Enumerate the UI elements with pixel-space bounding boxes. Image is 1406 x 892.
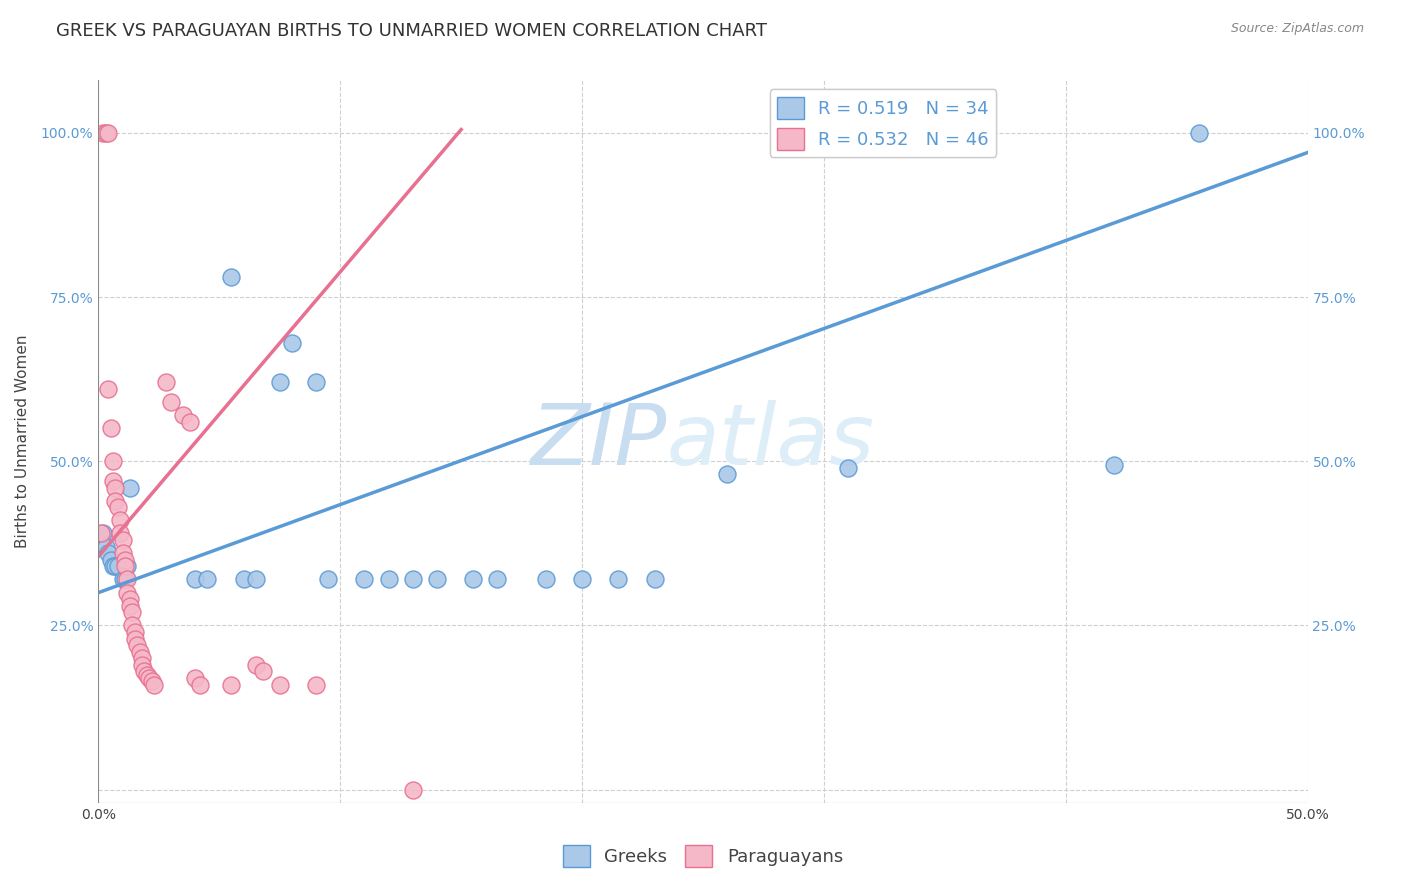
Point <box>114 553 136 567</box>
Point <box>184 671 207 685</box>
Point <box>104 481 127 495</box>
Point <box>195 573 218 587</box>
Text: GREEK VS PARAGUAYAN BIRTHS TO UNMARRIED WOMEN CORRELATION CHART: GREEK VS PARAGUAYAN BIRTHS TO UNMARRIED … <box>56 22 768 40</box>
Point <box>232 573 254 587</box>
Point <box>97 382 120 396</box>
Point <box>101 454 124 468</box>
Point <box>305 677 328 691</box>
Point <box>644 573 666 587</box>
Point <box>1188 126 1211 140</box>
Text: ZIP: ZIP <box>530 400 666 483</box>
Point <box>305 376 328 390</box>
Point <box>124 625 146 640</box>
Point <box>131 657 153 672</box>
Point <box>269 677 291 691</box>
Y-axis label: Births to Unmarried Women: Births to Unmarried Women <box>15 334 30 549</box>
Point <box>188 677 211 691</box>
Point <box>463 573 485 587</box>
Point <box>117 573 139 587</box>
Point <box>114 573 136 587</box>
Point <box>104 493 127 508</box>
Point <box>107 500 129 515</box>
Point <box>245 657 267 672</box>
Point <box>316 573 339 587</box>
Point <box>118 592 141 607</box>
Point <box>269 376 291 390</box>
Point <box>101 474 124 488</box>
Point <box>172 409 194 423</box>
Point <box>160 395 183 409</box>
Point <box>91 126 114 140</box>
Point <box>104 559 127 574</box>
Point <box>252 665 274 679</box>
Point <box>107 559 129 574</box>
Point <box>100 421 122 435</box>
Point <box>121 618 143 632</box>
Point <box>184 573 207 587</box>
Point <box>353 573 375 587</box>
Point <box>486 573 509 587</box>
Point <box>128 645 150 659</box>
Point <box>155 376 177 390</box>
Point <box>90 526 112 541</box>
Point <box>135 667 157 681</box>
Text: Source: ZipAtlas.com: Source: ZipAtlas.com <box>1230 22 1364 36</box>
Text: atlas: atlas <box>666 400 875 483</box>
Point <box>534 573 557 587</box>
Point <box>97 126 120 140</box>
Legend: Greeks, Paraguayans: Greeks, Paraguayans <box>555 838 851 874</box>
Point <box>134 665 156 679</box>
Point <box>426 573 449 587</box>
Point <box>837 460 859 475</box>
Point <box>117 585 139 599</box>
Point <box>402 573 425 587</box>
Point <box>716 467 738 482</box>
Point <box>91 526 114 541</box>
Point <box>94 126 117 140</box>
Point <box>281 336 304 351</box>
Point <box>138 671 160 685</box>
Point <box>118 481 141 495</box>
Point <box>124 632 146 646</box>
Point <box>97 546 120 560</box>
Legend: R = 0.519   N = 34, R = 0.532   N = 46: R = 0.519 N = 34, R = 0.532 N = 46 <box>769 89 997 157</box>
Point <box>94 540 117 554</box>
Point <box>118 599 141 613</box>
Point <box>131 651 153 665</box>
Point <box>221 270 243 285</box>
Point <box>245 573 267 587</box>
Point <box>179 415 201 429</box>
Point <box>377 573 399 587</box>
Point <box>114 559 136 574</box>
Point <box>221 677 243 691</box>
Point <box>111 546 134 560</box>
Point <box>101 559 124 574</box>
Point <box>1102 458 1125 472</box>
Point <box>402 782 425 797</box>
Point <box>141 674 163 689</box>
Point <box>571 573 593 587</box>
Point <box>117 559 139 574</box>
Point <box>100 553 122 567</box>
Point <box>108 513 131 527</box>
Point <box>127 638 149 652</box>
Point <box>111 533 134 547</box>
Point <box>121 605 143 619</box>
Point <box>143 677 166 691</box>
Point <box>111 573 134 587</box>
Point <box>607 573 630 587</box>
Point <box>108 526 131 541</box>
